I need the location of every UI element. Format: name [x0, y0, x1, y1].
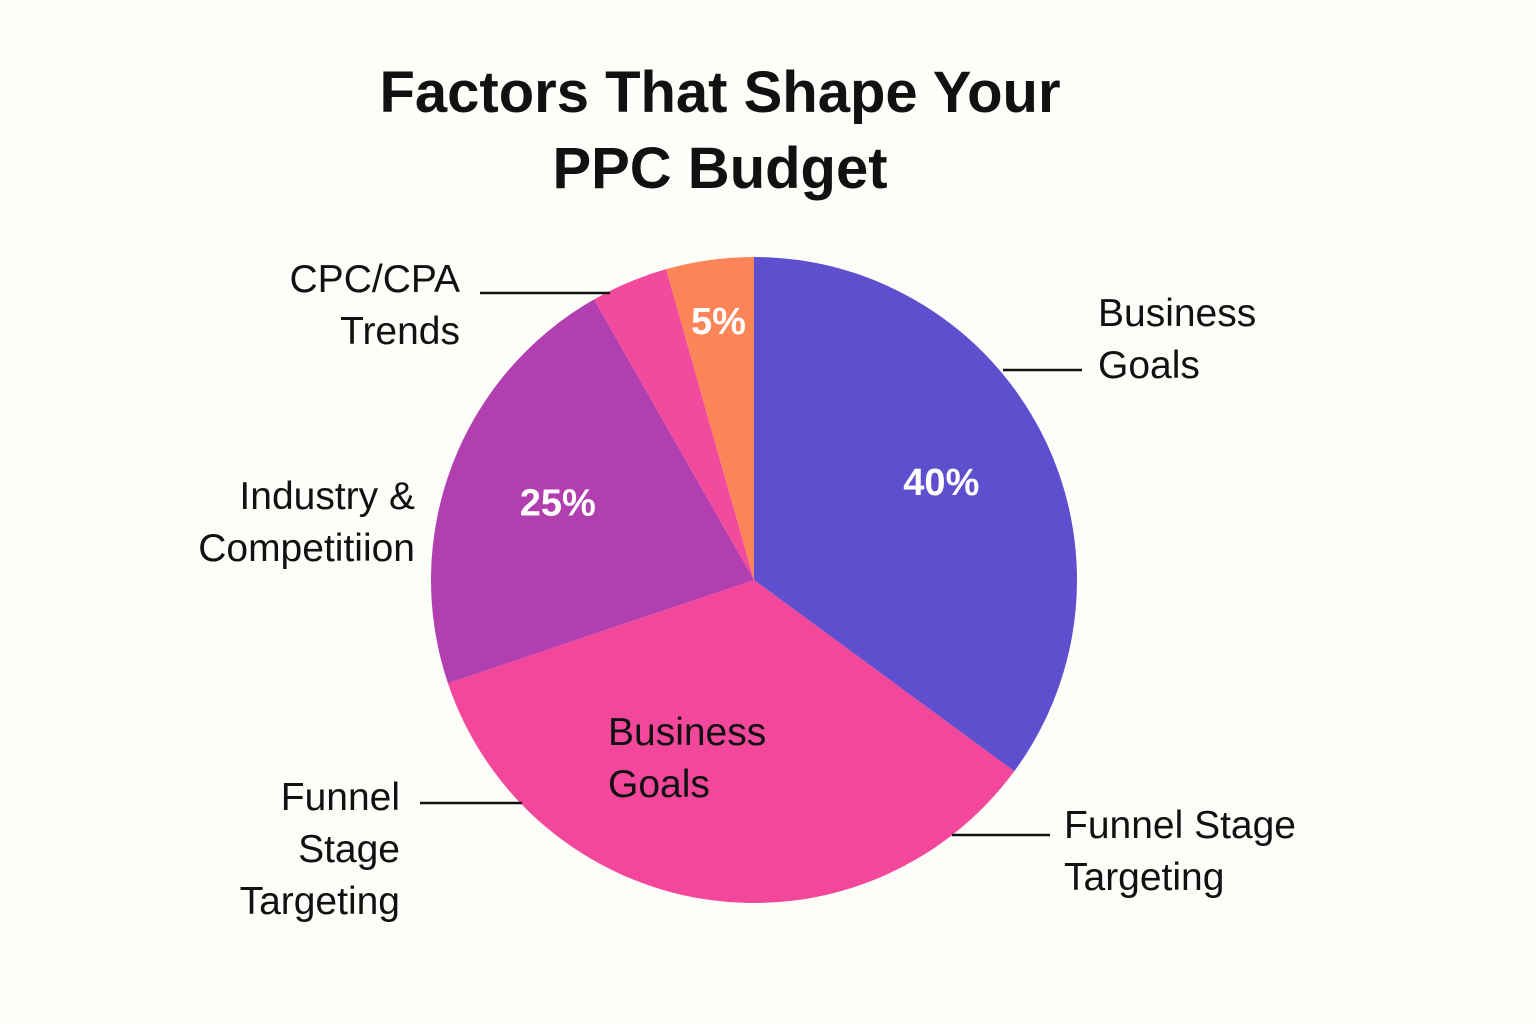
slice-label: Industry & Competitiion — [198, 475, 415, 570]
annotation: Funnel Stage Targeting — [239, 776, 400, 923]
slice-label: CPC/CPA Trends — [289, 258, 460, 353]
annotation: Funnel Stage Targeting — [1064, 804, 1297, 899]
slice-label: Business Goals — [1098, 292, 1257, 387]
pie-slice — [447, 580, 1015, 903]
pie-slice — [431, 299, 754, 684]
pie-slice — [666, 257, 754, 580]
pie-slice — [754, 257, 1077, 772]
value-label: 40% — [903, 462, 979, 504]
chart-title: Factors That Shape Your PPC Budget — [379, 60, 1061, 201]
value-label: 25% — [520, 482, 596, 524]
value-label: 5% — [691, 301, 746, 343]
slice-label: Business Goals — [608, 711, 767, 806]
pie-slice — [594, 269, 754, 580]
